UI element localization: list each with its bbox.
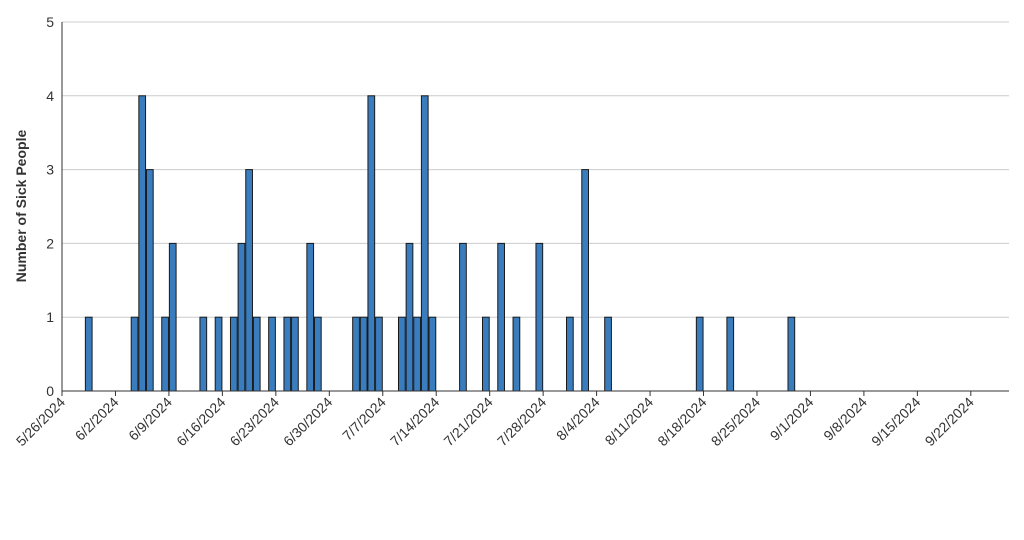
bar <box>482 316 490 392</box>
bar <box>168 242 177 392</box>
bar <box>566 316 574 392</box>
y-axis-title: Number of Sick People <box>13 130 29 283</box>
x-tick-label: 8/11/2024 <box>602 394 657 449</box>
bar <box>306 242 315 392</box>
y-tick-label: 3 <box>46 162 54 178</box>
bar <box>237 242 246 392</box>
x-tick-label: 9/22/2024 <box>922 394 978 450</box>
x-tick-label: 5/26/2024 <box>13 394 69 450</box>
bar <box>359 316 368 392</box>
bar <box>512 316 521 392</box>
bar <box>375 316 383 392</box>
bar <box>268 316 276 392</box>
bar <box>161 316 169 392</box>
x-tick-label: 9/1/2024 <box>767 394 817 444</box>
x-tick-labels: 5/26/2024 6/2/2024 6/9/20246/16/20246/23/2… <box>13 391 977 449</box>
bar <box>459 242 467 392</box>
x-tick-label: 7/21/2024 <box>440 394 496 450</box>
x-tick-label: 7/7/2024 <box>339 394 389 444</box>
bar <box>420 95 429 392</box>
bar <box>252 316 261 392</box>
x-tick-label: 8/18/2024 <box>654 394 710 450</box>
bar <box>428 316 437 392</box>
bar <box>497 242 505 392</box>
y-tick-label: 4 <box>46 88 54 104</box>
bar <box>84 316 93 392</box>
x-tick-label: 6/2/2024 <box>72 394 122 444</box>
bar <box>397 316 406 392</box>
bar <box>138 95 147 392</box>
y-tick-label: 0 <box>46 383 54 399</box>
bar <box>413 316 421 392</box>
bar <box>229 316 238 392</box>
x-tick-label: 8/25/2024 <box>708 394 764 450</box>
bar <box>405 242 414 392</box>
x-tick-label: 6/16/2024 <box>173 394 229 450</box>
y-tick-labels: 0 1 2 3 4 5 <box>46 14 54 399</box>
bar <box>214 316 223 392</box>
bar <box>581 169 590 392</box>
x-tick-label: 7/14/2024 <box>387 394 443 450</box>
gridlines <box>62 21 1009 318</box>
x-tick-label: 9/8/2024 <box>820 394 870 444</box>
bar <box>695 316 704 392</box>
bar <box>199 316 208 392</box>
bar <box>130 316 139 392</box>
x-tick-label: 6/9/2024 <box>125 394 175 444</box>
bar <box>283 316 292 392</box>
y-tick-label: 2 <box>46 235 54 251</box>
x-tick-label: 6/23/2024 <box>227 394 283 450</box>
bar <box>726 316 735 392</box>
x-tick-label: 9/15/2024 <box>868 394 924 450</box>
bar <box>352 316 360 392</box>
y-tick-label: 5 <box>46 14 54 30</box>
bar <box>535 242 544 392</box>
bar <box>313 316 322 392</box>
bar <box>245 169 253 392</box>
bar <box>787 316 796 392</box>
bar <box>367 95 376 392</box>
bar <box>291 316 299 392</box>
x-tick-label: 6/30/2024 <box>280 394 336 450</box>
bars <box>84 95 796 392</box>
axes <box>61 22 1009 392</box>
bar <box>604 316 612 392</box>
x-tick-label: 7/28/2024 <box>494 394 550 450</box>
y-tick-label: 1 <box>46 309 54 325</box>
x-tick-label: 8/4/2024 <box>553 394 603 444</box>
bar <box>145 169 154 392</box>
